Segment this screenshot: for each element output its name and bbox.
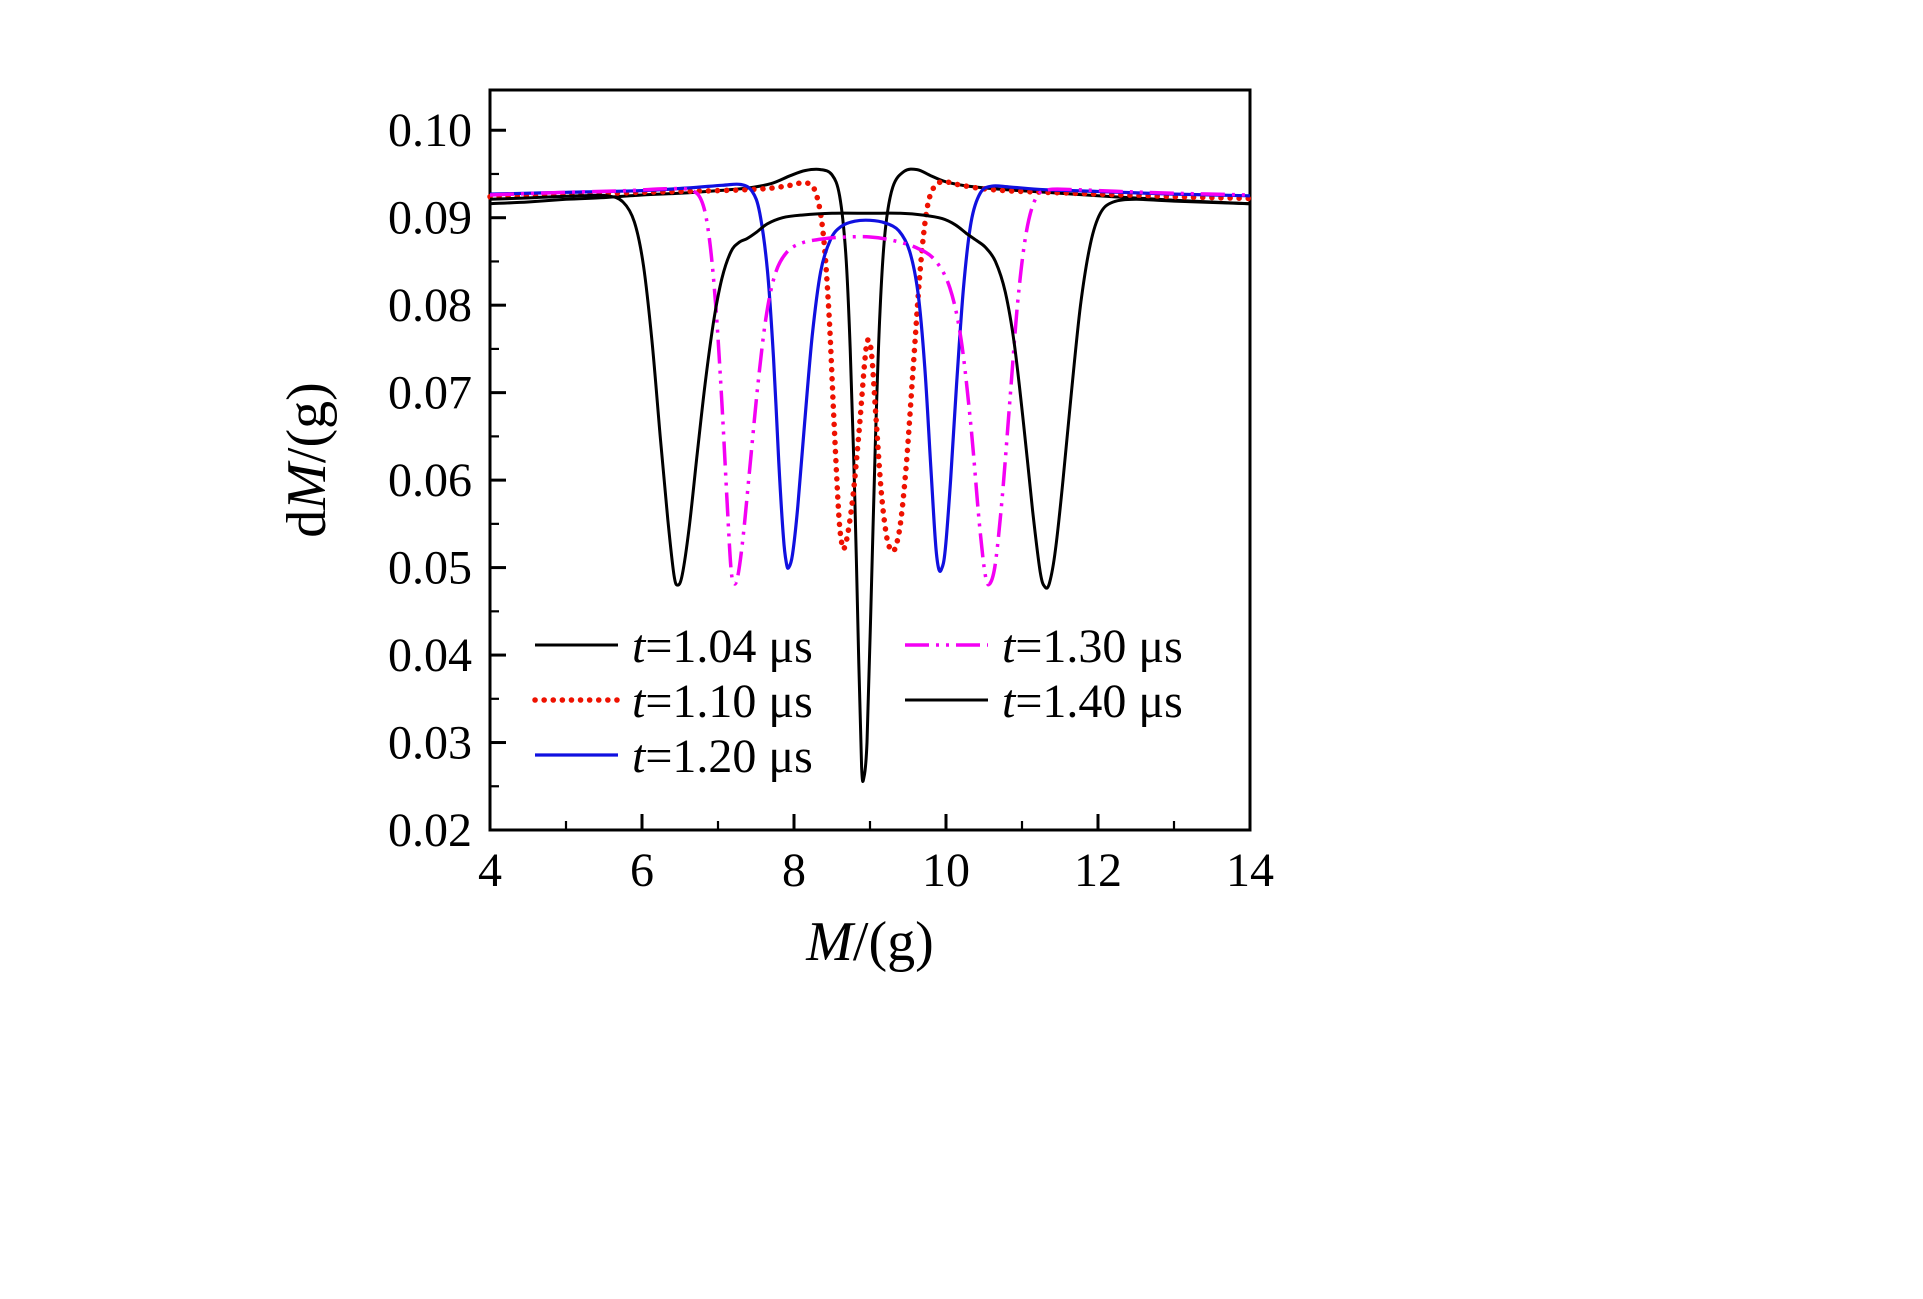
x-tick-label: 10 xyxy=(922,844,970,897)
series-curve-1 xyxy=(487,179,1253,555)
legend: t=1.04 μst=1.10 μst=1.20 μs t=1.30 μst=1.… xyxy=(532,620,1183,783)
y-tick-label: 0.08 xyxy=(388,279,472,332)
series-curve-2 xyxy=(489,182,1251,573)
legend-label-1: t=1.10 μs xyxy=(632,675,813,728)
series-curve-4 xyxy=(489,193,1251,590)
y-axis-label: dM/(g) xyxy=(276,382,338,538)
y-tick-label: 0.10 xyxy=(388,104,472,157)
series-group xyxy=(487,167,1253,783)
x-tick-label: 8 xyxy=(782,844,806,897)
y-tick-label: 0.02 xyxy=(388,804,472,857)
x-tick-label: 4 xyxy=(478,844,502,897)
legend-label-0: t=1.04 μs xyxy=(632,620,813,673)
y-tick-label: 0.06 xyxy=(388,454,472,507)
y-tick-label: 0.04 xyxy=(388,629,472,682)
y-tick-label: 0.07 xyxy=(388,367,472,420)
x-tick-label: 14 xyxy=(1226,844,1274,897)
tick-group: 4 6 8 10 12 14 0.02 0.03 0.04 0.05 0.06 0.07 0.08 0.0… xyxy=(388,104,1274,897)
y-tick-label: 0.03 xyxy=(388,717,472,770)
legend-label-3: t=1.30 μs xyxy=(1002,620,1183,673)
x-tick-label: 6 xyxy=(630,844,654,897)
y-tick-label: 0.09 xyxy=(388,192,472,245)
x-axis-label: M/(g) xyxy=(805,911,934,973)
y-tick-label: 0.05 xyxy=(388,542,472,595)
x-tick-label: 12 xyxy=(1074,844,1122,897)
legend-label-4: t=1.40 μs xyxy=(1002,675,1183,728)
legend-label-2: t=1.20 μs xyxy=(632,730,813,783)
